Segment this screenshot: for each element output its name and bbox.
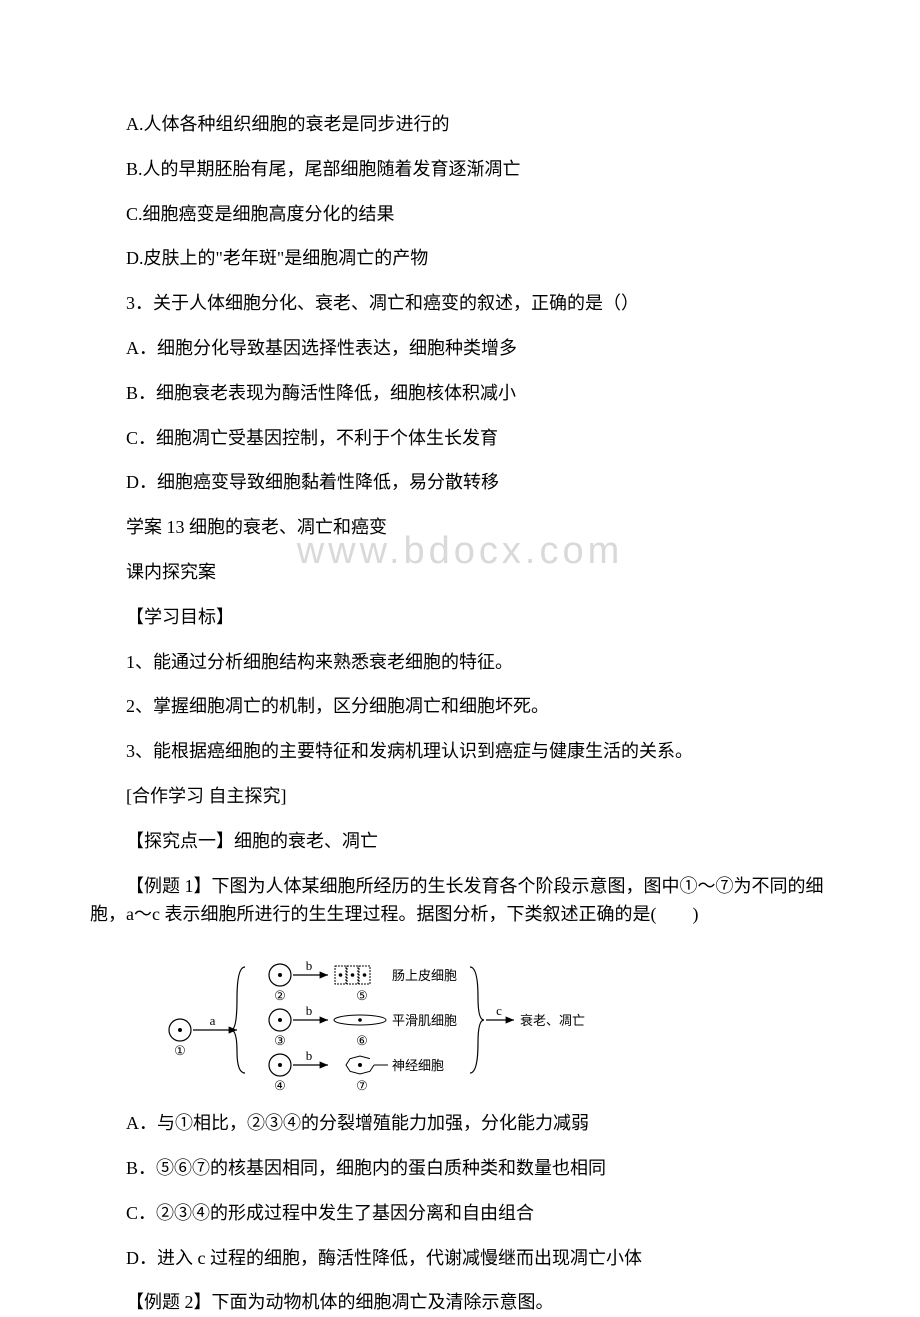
q3-option-d: D．细胞癌变导致细胞黏着性降低，易分散转移 — [90, 468, 830, 497]
svg-text:b: b — [306, 1048, 313, 1063]
ex1-option-d: D．进入 c 过程的细胞，酶活性降低，代谢减慢继而出现凋亡小体 — [90, 1244, 830, 1273]
ex1-option-b: B．⑤⑥⑦的核基因相同，细胞内的蛋白质种类和数量也相同 — [90, 1154, 830, 1183]
cell-diagram: ① a ② ③ ④ b ⑤ 肠上皮细胞 b ⑥ 平滑肌细胞 b ⑦ 神经细胞 c 衰老、凋亡 — [150, 945, 830, 1095]
svg-text:⑥: ⑥ — [356, 1033, 368, 1048]
svg-text:b: b — [306, 958, 313, 973]
document-content: A.人体各种组织细胞的衰老是同步进行的 B.人的早期胚胎有尾，尾部细胞随着发育逐… — [90, 110, 830, 1317]
svg-text:②: ② — [274, 988, 286, 1003]
inquiry-heading: 【探究点一】细胞的衰老、凋亡 — [90, 827, 830, 856]
study-goal-heading: 【学习目标】 — [90, 603, 830, 632]
svg-text:③: ③ — [274, 1033, 286, 1048]
example-2: 【例题 2】下面为动物机体的细胞凋亡及清除示意图。 — [90, 1288, 830, 1317]
lesson-title: 学案 13 细胞的衰老、凋亡和癌变 — [90, 513, 830, 542]
svg-text:神经细胞: 神经细胞 — [392, 1058, 444, 1073]
svg-text:衰老、凋亡: 衰老、凋亡 — [520, 1013, 585, 1028]
q3-option-a: A．细胞分化导致基因选择性表达，细胞种类增多 — [90, 334, 830, 363]
goal-1: 1、能通过分析细胞结构来熟悉衰老细胞的特征。 — [90, 648, 830, 677]
svg-text:④: ④ — [274, 1078, 286, 1093]
option-d: D.皮肤上的"老年斑"是细胞凋亡的产物 — [90, 244, 830, 273]
ex1-option-c: C．②③④的形成过程中发生了基因分离和自由组合 — [90, 1199, 830, 1228]
option-b: B.人的早期胚胎有尾，尾部细胞随着发育逐渐凋亡 — [90, 155, 830, 184]
svg-text:⑦: ⑦ — [356, 1078, 368, 1093]
goal-3: 3、能根据癌细胞的主要特征和发病机理认识到癌症与健康生活的关系。 — [90, 737, 830, 766]
option-a: A.人体各种组织细胞的衰老是同步进行的 — [90, 110, 830, 139]
svg-text:肠上皮细胞: 肠上皮细胞 — [392, 968, 457, 983]
svg-text:a: a — [210, 1013, 216, 1028]
question-3: 3．关于人体细胞分化、衰老、凋亡和癌变的叙述，正确的是（） — [90, 289, 830, 318]
coop-heading: [合作学习 自主探究] — [90, 782, 830, 811]
svg-text:c: c — [496, 1003, 502, 1018]
svg-text:平滑肌细胞: 平滑肌细胞 — [392, 1013, 457, 1028]
svg-text:b: b — [306, 1003, 313, 1018]
q3-option-c: C．细胞凋亡受基因控制，不利于个体生长发育 — [90, 424, 830, 453]
cell-diagram-svg: ① a ② ③ ④ b ⑤ 肠上皮细胞 b ⑥ 平滑肌细胞 b ⑦ 神经细胞 c 衰老、凋亡 — [150, 945, 620, 1095]
option-c: C.细胞癌变是细胞高度分化的结果 — [90, 200, 830, 229]
svg-text:①: ① — [174, 1043, 186, 1058]
example-1: 【例题 1】下图为人体某细胞所经历的生长发育各个阶段示意图，图中①～⑦为不同的细… — [90, 872, 830, 930]
svg-text:⑤: ⑤ — [356, 988, 368, 1003]
goal-2: 2、掌握细胞凋亡的机制，区分细胞凋亡和细胞坏死。 — [90, 692, 830, 721]
section-title: 课内探究案 — [90, 558, 830, 587]
ex1-option-a: A．与①相比，②③④的分裂增殖能力加强，分化能力减弱 — [90, 1109, 830, 1138]
q3-option-b: B．细胞衰老表现为酶活性降低，细胞核体积减小 — [90, 379, 830, 408]
